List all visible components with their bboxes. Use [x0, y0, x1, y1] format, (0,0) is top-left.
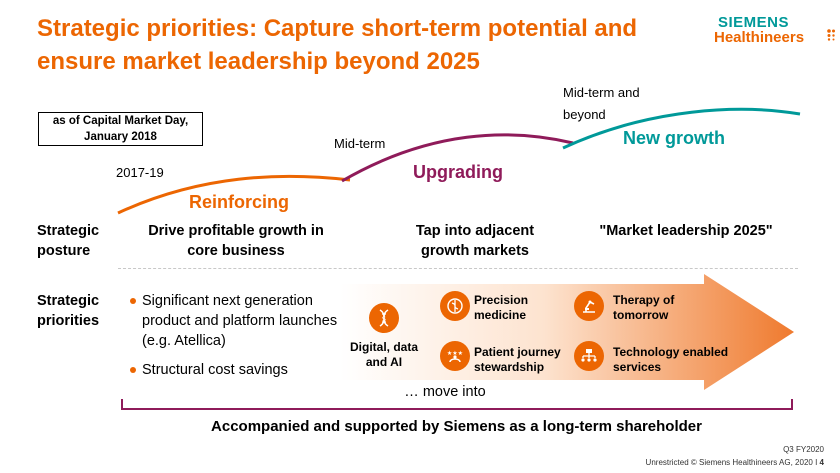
phase-label-upgrading: Upgrading	[413, 162, 503, 182]
siemens-logo-text: SIEMENS	[718, 14, 790, 31]
posture-new-growth: "Market leadership 2025"	[599, 223, 773, 239]
phase-label-new-growth: New growth	[623, 128, 725, 148]
logo-dots-icon	[827, 29, 835, 41]
footer-copyright: Unrestricted © Siemens Healthineers AG, …	[645, 458, 818, 467]
posture-upgrading: Tap into adjacent growth markets	[415, 223, 535, 259]
row-label-posture: Strategic posture	[37, 223, 100, 259]
initiative-technology-services: Technology enabled services	[613, 345, 729, 374]
move-into-label: … move into	[404, 384, 486, 400]
upgrading-curve	[341, 133, 574, 183]
service-network-icon	[574, 341, 604, 371]
initiative-precision-medicine: Precision medicine	[474, 293, 529, 322]
svg-text:★★★: ★★★	[447, 350, 463, 357]
bottom-bracket	[121, 399, 793, 410]
reinforcing-curve	[117, 174, 351, 215]
bullet-item: Significant next generation product and …	[130, 291, 350, 351]
date-box-line1: as of Capital Market Day,	[52, 115, 189, 127]
bullet-list: Significant next generation product and …	[130, 291, 350, 380]
robot-arm-icon	[574, 291, 604, 321]
page-title: Strategic priorities: Capture short-term…	[37, 15, 638, 75]
footer-page-number: 4	[819, 458, 824, 467]
date-box-line2: January 2018	[84, 131, 157, 143]
new-growth-curve	[562, 107, 801, 150]
footer-quarter: Q3 FY2020	[783, 445, 824, 454]
footer-copyright-line: Unrestricted © Siemens Healthineers AG, …	[646, 458, 824, 467]
period-upgrading: Mid-term	[334, 136, 386, 151]
initiative-therapy-of-tomorrow: Therapy of tomorrow	[613, 293, 675, 322]
medical-staff-icon	[440, 291, 470, 321]
row-label-priorities: Strategic priorities	[37, 293, 100, 329]
date-box: as of Capital Market Day, January 2018	[38, 112, 203, 146]
patient-rating-icon: ★★★	[440, 341, 470, 371]
dna-dollar-icon: $	[369, 303, 399, 333]
digital-label: Digital, data and AI	[349, 340, 418, 369]
svg-text:$: $	[382, 315, 386, 323]
phase-label-reinforcing: Reinforcing	[189, 192, 290, 212]
divider-line	[118, 268, 798, 269]
posture-reinforcing: Drive profitable growth in core business	[148, 223, 324, 259]
initiative-patient-journey: Patient journey stewardship	[474, 345, 561, 374]
bottom-statement: Accompanied and supported by Siemens as …	[211, 418, 702, 435]
healthineers-logo-text: Healthineers	[714, 29, 805, 46]
bullet-item: Structural cost savings	[130, 360, 350, 380]
period-reinforcing: 2017-19	[116, 165, 164, 180]
period-new-growth: Mid-term and beyond	[563, 85, 640, 122]
